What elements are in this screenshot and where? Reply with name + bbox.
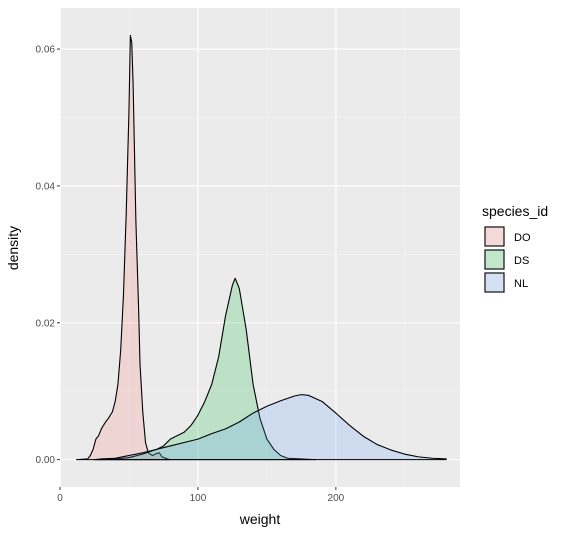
legend-label-do: DO <box>514 232 531 244</box>
legend-key-nl <box>484 272 505 293</box>
legend-title: species_id <box>482 203 548 219</box>
x-tick-label: 100 <box>190 493 207 504</box>
legend-items: DO DS NL <box>484 226 531 293</box>
legend-key-background <box>484 272 505 293</box>
legend: species_id DO DS NL <box>482 203 548 293</box>
legend-key-background <box>484 249 505 270</box>
x-tick-label: 0 <box>57 493 63 504</box>
x-axis-title: weight <box>239 511 281 527</box>
legend-label-nl: NL <box>514 278 528 290</box>
y-axis-title: density <box>5 226 21 270</box>
density-area-nl <box>93 394 447 461</box>
y-tick-label: 0.06 <box>36 45 56 56</box>
density-area-do <box>76 34 171 461</box>
y-tick-label: 0.00 <box>36 455 56 466</box>
x-axis: 0 100 200 <box>57 487 345 504</box>
density-area-ds <box>93 277 316 461</box>
series-layer <box>76 34 447 461</box>
y-tick-label: 0.04 <box>36 181 56 192</box>
y-tick-label: 0.02 <box>36 318 56 329</box>
legend-key-ds <box>484 249 505 270</box>
legend-key-background <box>484 226 505 247</box>
legend-key-do <box>484 226 505 247</box>
y-axis: 0.00 0.02 0.04 0.06 <box>36 45 60 466</box>
x-tick-label: 200 <box>328 493 345 504</box>
legend-label-ds: DS <box>514 255 529 267</box>
panel-background <box>60 8 460 487</box>
